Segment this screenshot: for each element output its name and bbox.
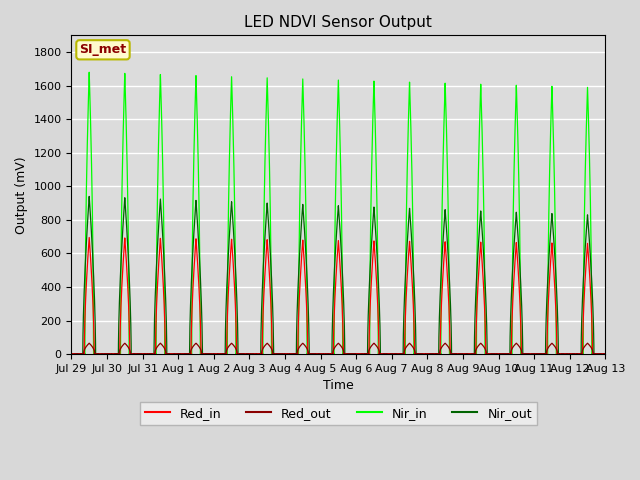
Red_in xyxy=(531,351,538,357)
Nir_out xyxy=(484,351,492,357)
Red_out xyxy=(350,351,358,357)
Nir_out xyxy=(602,351,609,357)
Nir_out xyxy=(84,205,92,211)
Nir_out xyxy=(85,193,93,199)
Line: Nir_in: Nir_in xyxy=(72,72,605,354)
Nir_in xyxy=(602,351,609,357)
Nir_out xyxy=(531,351,538,357)
X-axis label: Time: Time xyxy=(323,379,354,392)
Nir_in xyxy=(196,242,204,248)
Line: Red_out: Red_out xyxy=(72,343,605,354)
Red_out xyxy=(399,351,406,357)
Red_out xyxy=(584,340,591,346)
Red_in xyxy=(68,351,76,357)
Y-axis label: Output (mV): Output (mV) xyxy=(15,156,28,234)
Red_out xyxy=(602,351,609,357)
Title: LED NDVI Sensor Output: LED NDVI Sensor Output xyxy=(244,15,432,30)
Red_out xyxy=(196,345,204,350)
Nir_in xyxy=(536,351,543,357)
Red_out xyxy=(531,351,538,357)
Nir_out xyxy=(185,351,193,357)
Text: SI_met: SI_met xyxy=(79,43,127,56)
Nir_out xyxy=(68,351,76,357)
Nir_in xyxy=(350,351,358,357)
Nir_in xyxy=(531,351,538,357)
Red_in xyxy=(185,351,193,357)
Nir_out xyxy=(350,351,358,357)
Nir_in xyxy=(85,70,93,75)
Red_out xyxy=(185,351,193,357)
Red_in xyxy=(602,351,609,357)
Nir_in xyxy=(84,97,92,103)
Red_in xyxy=(84,246,92,252)
Red_in xyxy=(350,351,358,357)
Line: Nir_out: Nir_out xyxy=(72,196,605,354)
Nir_in xyxy=(126,351,134,357)
Red_in xyxy=(126,336,134,341)
Nir_out xyxy=(196,258,204,264)
Nir_in xyxy=(185,351,193,357)
Red_in xyxy=(169,351,177,357)
Line: Red_in: Red_in xyxy=(72,238,605,354)
Nir_in xyxy=(68,351,76,357)
Nir_out xyxy=(126,283,134,289)
Red_out xyxy=(84,341,92,347)
Red_out xyxy=(125,347,133,353)
Legend: Red_in, Red_out, Nir_in, Nir_out: Red_in, Red_out, Nir_in, Nir_out xyxy=(140,402,537,425)
Red_in xyxy=(85,235,93,240)
Red_in xyxy=(196,299,204,304)
Red_out xyxy=(68,351,76,357)
